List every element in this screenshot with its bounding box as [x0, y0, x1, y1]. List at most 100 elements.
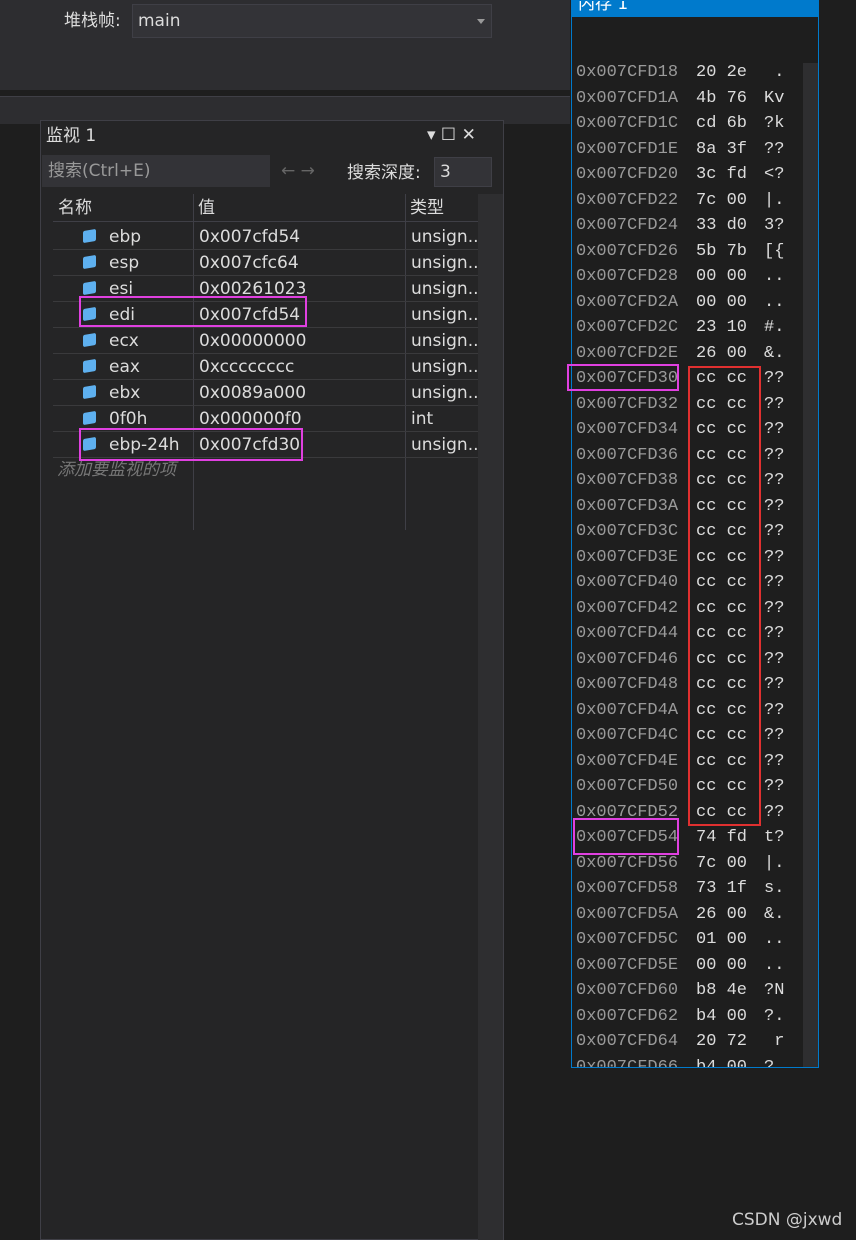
highlight-edi [79, 296, 307, 327]
watch-name: ebx [109, 383, 141, 403]
mem-address: 0x007CFD5C [576, 930, 679, 949]
watch-type: unsign... [411, 279, 484, 299]
mem-bytes: cc cc [696, 802, 748, 822]
mem-address: 0x007CFD52 [576, 802, 679, 822]
depth-label: 搜索深度: [347, 163, 421, 183]
mem-address: 0x007CFD4C [576, 726, 679, 745]
mem-bytes: 33 d0 [696, 216, 748, 235]
watch-type: unsign... [411, 357, 484, 377]
toolbar: 堆栈帧: main [0, 0, 570, 90]
mem-chars: 3? [764, 216, 785, 235]
variable-icon [83, 358, 96, 374]
mem-chars: |. [764, 853, 785, 873]
highlight-addr-54 [573, 818, 679, 855]
watch-panel: 监视 1 ▾ ☐ ✕ 搜索(Ctrl+E) ← → 搜索深度: 3 名称 值 类型 e… [40, 120, 504, 1240]
mem-bytes: 26 00 [696, 343, 748, 363]
mem-bytes: cc cc [696, 598, 748, 618]
watch-name: ebp [109, 227, 142, 247]
mem-chars: ?? [764, 522, 785, 541]
mem-address: 0x007CFD3A [576, 496, 679, 516]
mem-address: 0x007CFD56 [576, 853, 679, 873]
mem-address: 0x007CFD34 [576, 420, 679, 439]
watch-name: edi [109, 305, 135, 325]
mem-chars: t? [764, 828, 785, 847]
watch-table: 名称 值 类型 ebp 0x007cfd54 unsign... esp 0x007cfc64… [53, 194, 484, 1240]
depth-value: 3 [440, 162, 451, 182]
panel-buttons[interactable]: ▾ ☐ ✕ [427, 125, 476, 145]
mem-chars: ?? [764, 496, 785, 516]
highlight-addr-30 [567, 364, 679, 391]
mem-bytes: 7c 00 [696, 190, 748, 210]
mem-address: 0x007CFD2C [576, 318, 679, 337]
watch-value: 0x007cfd30 [199, 435, 301, 455]
mem-bytes: 73 1f [696, 879, 748, 898]
mem-chars: ?? [764, 802, 785, 822]
search-box[interactable]: 搜索(Ctrl+E) [42, 155, 270, 187]
mem-address: 0x007CFD4E [576, 751, 679, 771]
row-line [53, 353, 478, 354]
watch-type: unsign... [411, 305, 484, 325]
mem-address: 0x007CFD4A [576, 700, 679, 720]
mem-chars: .. [764, 930, 785, 949]
mem-address: 0x007CFD66 [576, 1057, 679, 1068]
mem-address: 0x007CFD54 [576, 828, 679, 847]
mem-chars: |. [764, 190, 785, 210]
mem-bytes: 00 00 [696, 955, 748, 975]
mem-address: 0x007CFD22 [576, 190, 679, 210]
mem-chars: <? [764, 165, 785, 184]
depth-combo[interactable]: 3 [434, 157, 492, 187]
mem-chars: #. [764, 318, 785, 337]
mem-chars: ?. [764, 1006, 785, 1026]
watch-value: 0x00000000 [199, 331, 307, 351]
watch-type: unsign... [411, 227, 484, 247]
mem-chars: ?? [764, 675, 785, 694]
mem-address: 0x007CFD3C [576, 522, 679, 541]
add-watch-placeholder: 添加要监视的项 [57, 460, 176, 480]
memory-title: 内存 1 [578, 1, 629, 14]
mem-chars: ?? [764, 598, 785, 618]
mem-chars: ?? [764, 751, 785, 771]
stack-frame-combo[interactable]: main [132, 4, 492, 38]
watch-value: 0x007cfd54 [199, 227, 301, 247]
mem-address: 0x007CFD1C [576, 114, 679, 133]
watch-value: 0x0089a000 [199, 383, 307, 403]
memory-scrollbar [803, 63, 818, 1067]
column-header: 值 [198, 198, 215, 218]
mem-bytes: cc cc [696, 675, 748, 694]
mem-address: 0x007CFD1A [576, 88, 679, 108]
mem-bytes: b4 00 [696, 1006, 748, 1026]
column-header: 名称 [58, 198, 92, 218]
watch-type: unsign... [411, 253, 484, 273]
row-line [53, 431, 478, 432]
mem-bytes: 74 fd [696, 828, 748, 847]
nav-arrows[interactable]: ← → [281, 161, 315, 181]
mem-address: 0x007CFD60 [576, 981, 679, 1000]
combo-arrow [477, 19, 485, 28]
mem-address: 0x007CFD46 [576, 649, 679, 669]
mem-address: 0x007CFD5E [576, 955, 679, 975]
mem-chars: ?? [764, 420, 785, 439]
mem-bytes: b8 4e [696, 981, 748, 1000]
mem-chars: .. [764, 292, 785, 312]
search-placeholder: 搜索(Ctrl+E) [48, 161, 151, 181]
mem-bytes: cc cc [696, 369, 748, 388]
watch-value: 0xcccccccc [199, 357, 295, 377]
mem-address: 0x007CFD36 [576, 445, 679, 465]
mem-chars: ?? [764, 726, 785, 745]
watch-name: ecx [109, 331, 139, 351]
mem-bytes: 5b 7b [696, 241, 748, 261]
mem-bytes: cc cc [696, 547, 748, 567]
variable-icon [83, 410, 96, 426]
stack-frame-value: main [138, 11, 181, 31]
mem-bytes: 3c fd [696, 165, 748, 184]
watch-title: 监视 1 [46, 126, 97, 146]
watch-name: 0f0h [109, 409, 148, 429]
watch-value: 0x007cfd54 [199, 305, 301, 325]
memory-panel: 内存 1 0x007CFD18 20 2e . 0x007CFD1A 4b 76 Kv 0… [571, 0, 819, 1068]
mem-bytes: cc cc [696, 420, 748, 439]
watch-type: unsign... [411, 383, 484, 403]
mem-chars: ?? [764, 139, 785, 159]
column-header: 类型 [410, 198, 444, 218]
mem-bytes: cc cc [696, 726, 748, 745]
